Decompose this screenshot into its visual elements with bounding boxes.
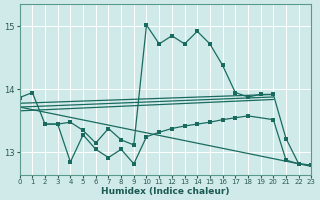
X-axis label: Humidex (Indice chaleur): Humidex (Indice chaleur) [101, 187, 230, 196]
